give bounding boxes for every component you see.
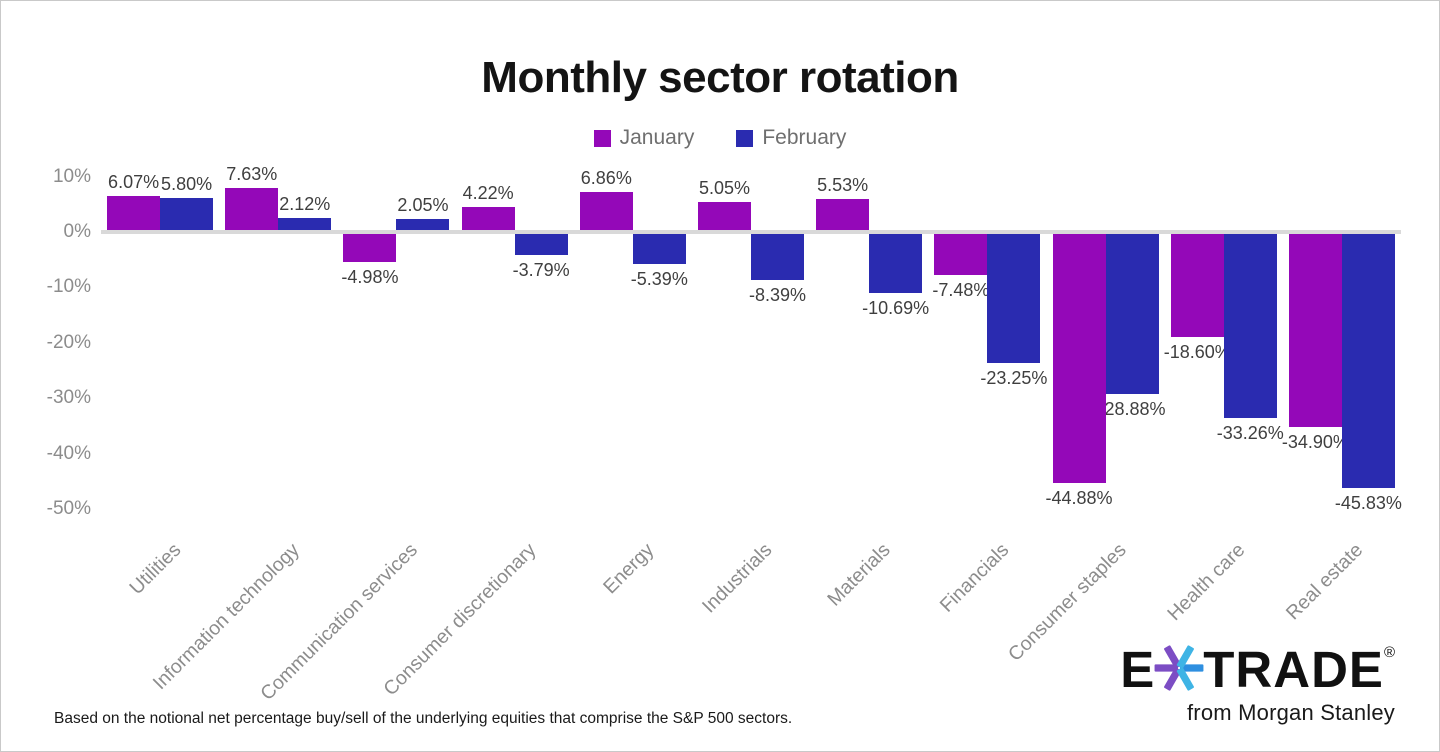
logo-letter-e: E xyxy=(1120,640,1156,698)
logo-tagline: from Morgan Stanley xyxy=(1187,700,1395,725)
bar-january-information-technology xyxy=(225,187,279,230)
x-axis-label-financials: Financials xyxy=(935,539,1013,617)
etrade-asterisk-icon xyxy=(1154,645,1204,691)
logo-letters-trade: TRADE xyxy=(1203,640,1384,698)
bar-february-consumer-staples xyxy=(1105,234,1159,394)
x-axis-label-real-estate: Real estate xyxy=(1282,539,1368,625)
value-label-january-utilities: 6.07% xyxy=(108,172,160,193)
x-axis-label-consumer-staples: Consumer staples xyxy=(1004,539,1132,666)
axis-zero-line xyxy=(101,230,1401,234)
value-label-january-materials: 5.53% xyxy=(817,175,869,196)
bar-january-real-estate xyxy=(1288,234,1342,428)
bar-february-financials xyxy=(987,234,1041,363)
bar-february-communication-services xyxy=(396,218,450,230)
chart-title: Monthly sector rotation xyxy=(481,53,959,102)
y-axis-tick: -30% xyxy=(46,387,91,409)
value-label-january-communication-services: -4.98% xyxy=(341,266,399,287)
bar-february-utilities xyxy=(160,197,214,230)
value-label-january-consumer-staples: -44.88% xyxy=(1045,487,1113,508)
y-axis-tick: -50% xyxy=(46,498,91,519)
legend-label-february: February xyxy=(762,126,847,149)
bar-january-health-care xyxy=(1170,234,1224,338)
x-axis-label-health-care: Health care xyxy=(1163,539,1250,626)
bar-january-materials xyxy=(816,199,870,230)
value-label-february-information-technology: 2.12% xyxy=(279,194,331,215)
bar-january-communication-services xyxy=(343,234,397,262)
value-label-february-consumer-discretionary: -3.79% xyxy=(512,259,570,280)
bar-january-energy xyxy=(579,191,633,230)
bar-february-consumer-discretionary xyxy=(514,234,568,255)
legend-swatch-february xyxy=(736,129,754,147)
value-label-january-real-estate: -34.90% xyxy=(1281,432,1349,453)
value-label-january-financials: -7.48% xyxy=(932,280,990,301)
value-label-january-energy: 6.86% xyxy=(580,167,632,188)
etrade-wordmark: E TRADE ® xyxy=(1120,642,1395,696)
bar-january-utilities xyxy=(107,196,161,230)
value-label-february-materials: -10.69% xyxy=(862,298,930,319)
value-label-february-health-care: -33.26% xyxy=(1216,423,1284,444)
bar-february-industrials xyxy=(751,234,804,281)
bar-february-materials xyxy=(869,234,923,294)
bar-january-consumer-discretionary xyxy=(461,206,515,230)
y-axis-tick: 0% xyxy=(63,221,91,242)
legend-item-january: January xyxy=(593,126,695,150)
legend-item-february: February xyxy=(736,126,846,150)
value-label-february-real-estate: -45.83% xyxy=(1334,492,1402,513)
etrade-logo: E TRADE ® from Morgan Stanley xyxy=(1120,642,1395,726)
value-label-january-information-technology: 7.63% xyxy=(226,163,278,184)
bar-january-industrials xyxy=(698,202,751,230)
footnote: Based on the notional net percentage buy… xyxy=(54,710,793,727)
value-label-february-financials: -23.25% xyxy=(980,367,1048,388)
value-label-january-consumer-discretionary: 4.22% xyxy=(462,182,514,203)
value-label-january-industrials: 5.05% xyxy=(698,178,751,199)
value-label-february-communication-services: 2.05% xyxy=(397,194,449,215)
x-axis-label-materials: Materials xyxy=(823,539,895,611)
y-axis-tick: -10% xyxy=(46,276,91,298)
x-axis-label-industrials: Industrials xyxy=(698,539,777,618)
legend-label-january: January xyxy=(619,126,695,149)
value-label-february-utilities: 5.80% xyxy=(161,173,213,194)
bar-february-real-estate xyxy=(1341,234,1395,488)
bar-february-information-technology xyxy=(278,218,332,230)
x-axis-label-energy: Energy xyxy=(599,539,659,599)
legend-swatch-january xyxy=(593,129,611,147)
y-axis-tick: -40% xyxy=(46,442,91,464)
x-axis-label-utilities: Utilities xyxy=(125,539,186,599)
value-label-february-consumer-staples: -28.88% xyxy=(1098,398,1166,419)
y-axis-tick: 10% xyxy=(52,165,91,187)
bar-february-health-care xyxy=(1223,234,1277,419)
value-label-january-health-care: -18.60% xyxy=(1163,342,1231,363)
bar-february-energy xyxy=(632,234,686,264)
value-label-february-energy: -5.39% xyxy=(630,268,688,289)
registered-mark: ® xyxy=(1383,644,1395,661)
bar-january-consumer-staples xyxy=(1052,234,1106,483)
star-arms xyxy=(1154,645,1204,691)
bar-january-financials xyxy=(934,234,988,276)
value-label-february-industrials: -8.39% xyxy=(748,285,807,306)
y-axis-tick: -20% xyxy=(46,331,91,353)
legend: January February xyxy=(1,126,1439,150)
